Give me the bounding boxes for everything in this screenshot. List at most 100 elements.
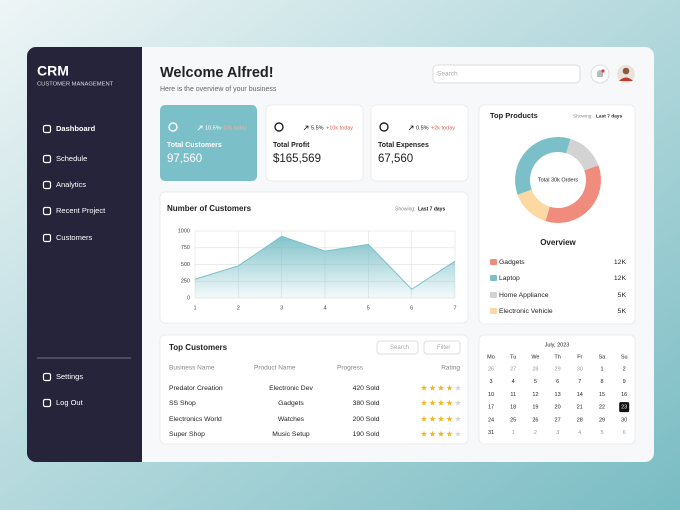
calendar-day[interactable]: 1 [600,366,603,372]
calendar-day[interactable]: 4 [578,430,581,436]
search-label: Search [390,345,409,351]
card-title: Top Customers [169,343,228,352]
calendar-day[interactable]: 2 [623,366,626,372]
table-cell: Predator Creation [169,385,223,392]
table-cell: Electronic Dev [269,385,313,392]
x-tick-label: 2 [237,305,240,311]
calendar-day[interactable]: 6 [556,379,559,385]
calendar-day[interactable]: 18 [510,405,516,411]
range-prefix: Showing: [395,206,416,212]
donut-segment [515,137,571,195]
calendar-day[interactable]: 4 [512,379,515,385]
calendar-day[interactable]: 12 [532,392,538,398]
legend-value: 5K [618,308,627,315]
calendar-day[interactable]: 23 [621,405,627,411]
calendar-day[interactable]: 5 [600,430,603,436]
calendar-day[interactable]: 10 [488,392,494,398]
calendar-day[interactable]: 3 [489,379,492,385]
y-tick-label: 1000 [178,228,190,234]
calendar-day[interactable]: 15 [599,392,605,398]
calendar-day[interactable]: 11 [510,392,516,398]
calendar-day[interactable]: 7 [578,379,581,385]
stat-icon [379,122,389,132]
filter-button[interactable] [423,340,461,355]
calendar-day[interactable]: 14 [577,392,583,398]
calendar-day[interactable]: 5 [534,379,537,385]
calendar-day[interactable]: 6 [623,430,626,436]
menu-item[interactable]: Settings [56,372,83,381]
menu-item[interactable]: Log Out [56,398,84,407]
calendar-day[interactable]: 25 [510,417,516,423]
search-button[interactable] [376,340,419,355]
menu-item[interactable]: Analytics [56,180,86,189]
calendar-day[interactable]: 28 [532,366,538,372]
rating-star [437,384,445,391]
donut-segment [517,189,550,222]
calendar-day[interactable]: 16 [621,392,627,398]
stat-change: 0.5% [416,125,429,131]
y-tick-label: 250 [181,279,190,285]
menu-item[interactable]: Recent Project [56,206,106,215]
calendar-day[interactable]: 30 [577,366,583,372]
trend-arrow [303,125,309,131]
table-cell: SS Shop [169,400,196,407]
rating-star [429,384,436,391]
calendar-day[interactable]: 31 [488,430,494,436]
rating-star [420,399,428,406]
legend-swatch [490,292,497,298]
weekday: Fr [577,354,582,360]
calendar-day[interactable]: 21 [577,405,583,411]
table-cell: 190 Sold [353,431,380,438]
calendar-day[interactable]: 29 [555,366,561,372]
calendar-day[interactable]: 17 [488,405,494,411]
calendar-day[interactable]: 3 [556,430,559,436]
bell-icon [597,70,603,77]
legend-label: Home Appliance [499,292,549,299]
range-prefix: Showing: [573,113,593,119]
calendar-day[interactable]: 8 [600,379,603,385]
stat-label: Total Customers [167,142,222,149]
legend-value: 5K [618,292,627,299]
calendar-day[interactable]: 2 [534,430,537,436]
calendar-day[interactable]: 28 [577,417,583,423]
x-tick-label: 1 [193,305,196,311]
avatar-head [622,67,630,75]
menu-item[interactable]: Dashboard [56,124,96,133]
calendar-day[interactable]: 29 [599,417,605,423]
legend-value: 12K [614,259,627,266]
calendar-day[interactable]: 20 [555,405,561,411]
calendar-day[interactable]: 27 [510,366,516,372]
calendar-day[interactable]: 26 [532,417,538,423]
weekday: Th [554,354,560,360]
range-select[interactable]: Last 7 days [418,206,445,212]
x-tick-label: 5 [367,305,370,311]
rating-star [420,415,428,422]
menu-item[interactable]: Schedule [56,154,87,163]
calendar-day[interactable]: 9 [623,379,626,385]
table-cell: 380 Sold [353,400,380,407]
stat-icon [274,122,284,132]
rating-star [446,399,453,406]
stat-label: Total Profit [273,142,310,149]
x-tick-label: 7 [453,305,456,311]
calendar-day[interactable]: 13 [555,392,561,398]
calendar-day[interactable]: 22 [599,405,605,411]
table-cell: Watches [278,416,305,423]
calendar-day[interactable]: 19 [532,405,538,411]
calendar-day[interactable]: 26 [488,366,494,372]
calendar-day[interactable]: 27 [555,417,561,423]
calendar-day[interactable]: 1 [512,430,515,436]
menu-icon [42,233,52,243]
table-cell: Gadgets [278,400,304,407]
calendar-day[interactable]: 30 [621,417,627,423]
stat-card [370,104,469,182]
range-select[interactable]: Last 7 days [596,113,622,119]
search-box[interactable] [432,64,581,84]
menu-item[interactable]: Customers [56,233,93,242]
rating-star [454,415,462,422]
donut-segment [566,138,599,171]
notification-dot [601,69,605,73]
rating-star [429,430,436,437]
calendar-day[interactable]: 24 [488,417,494,423]
